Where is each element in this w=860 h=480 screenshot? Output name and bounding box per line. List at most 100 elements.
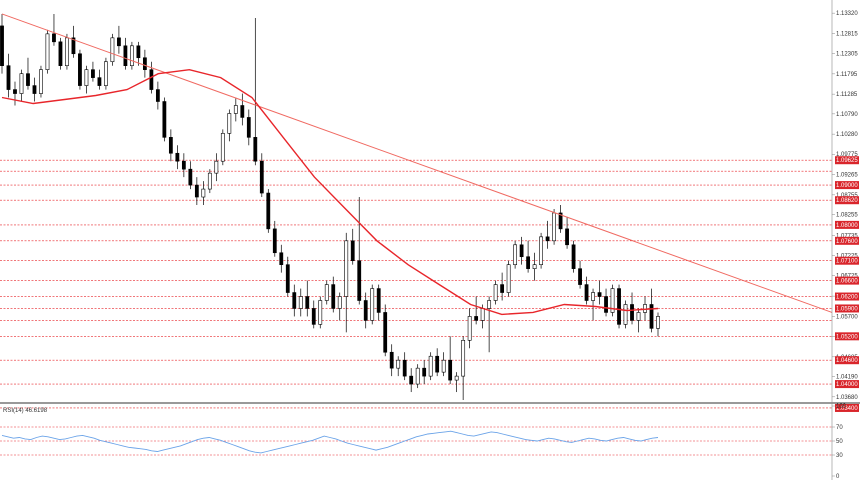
candle-body — [233, 105, 238, 114]
price-tick-label: 1.05700 — [836, 314, 858, 320]
price-tick-label: 1.07735 — [836, 233, 858, 239]
level-price-label: 1.07100 — [836, 259, 858, 265]
candle-body — [383, 312, 388, 353]
candle-body — [253, 137, 258, 162]
candle-body — [409, 375, 414, 385]
candle-body — [58, 41, 63, 66]
level-price-tag — [835, 380, 859, 389]
candle-body — [123, 45, 128, 66]
price-tick-label: 1.12815 — [836, 31, 858, 37]
candle-body — [389, 351, 394, 369]
candle-body — [130, 45, 134, 66]
level-price-label: 1.05200 — [836, 334, 858, 340]
candle-body — [207, 172, 212, 190]
candle-body — [298, 296, 303, 309]
candle-body — [630, 304, 634, 321]
candle-body — [65, 37, 69, 66]
level-price-label: 1.05900 — [836, 306, 858, 312]
candle-body — [519, 244, 524, 258]
candle-body — [19, 73, 24, 94]
price-tick-label: 1.08255 — [836, 213, 858, 219]
candle-body — [513, 244, 518, 265]
candle-body — [493, 284, 498, 301]
price-tick-label: 1.10280 — [836, 132, 858, 138]
support-resistance-levels — [0, 159, 832, 409]
candle-body — [435, 355, 440, 373]
level-price-label: 1.04000 — [836, 382, 858, 388]
price-tick-label: 1.12305 — [836, 52, 858, 58]
level-price-label: 1.09000 — [836, 183, 858, 189]
moving-average-line — [1, 68, 659, 316]
candle-body — [402, 359, 407, 377]
candle-body — [448, 359, 453, 381]
candle-body — [396, 359, 401, 369]
rsi-line — [1, 430, 659, 454]
rsi-levels — [0, 426, 832, 456]
candle-body — [292, 292, 297, 309]
candle-body — [487, 300, 492, 309]
candle-body — [52, 33, 56, 43]
descending-trendline — [1, 13, 833, 313]
candle-body — [311, 308, 316, 325]
candle-body — [454, 375, 459, 381]
level-price-label: 1.07600 — [836, 239, 858, 245]
candle-body — [136, 45, 141, 59]
candle-body — [422, 367, 427, 377]
candle-body — [558, 212, 563, 230]
candle-body — [84, 69, 89, 86]
candle-body — [305, 296, 310, 309]
level-price-label: 1.04600 — [836, 358, 858, 364]
candle-body — [246, 117, 251, 138]
level-price-tag — [835, 156, 859, 165]
candle-body — [78, 53, 82, 86]
candle-body — [13, 89, 17, 94]
candle-body — [227, 113, 232, 134]
candle-body — [318, 300, 323, 325]
candle-body — [636, 312, 641, 321]
candle-body — [597, 292, 602, 297]
price-axis: 1.13320 1.12815 1.12305 1.11795 1.11285 1.107… — [832, 11, 859, 412]
candlesticks — [0, 13, 660, 400]
candle-body — [91, 69, 95, 78]
candle-body — [32, 85, 37, 94]
candle-body — [578, 268, 582, 285]
candle-body — [415, 367, 420, 385]
price-tick-label: 1.13320 — [836, 11, 858, 17]
candle-body — [571, 244, 576, 269]
candle-body — [506, 264, 511, 293]
candle-body — [337, 296, 342, 309]
candle-body — [240, 105, 245, 118]
level-price-tag — [835, 403, 859, 412]
candle-body — [363, 300, 368, 321]
candle-body — [344, 240, 349, 297]
rsi-tick-label: 50 — [836, 439, 843, 445]
price-tick-label: 1.04190 — [836, 375, 858, 381]
level-price-tag — [835, 276, 859, 285]
candle-body — [6, 65, 11, 90]
candle-body — [552, 212, 556, 242]
candle-body — [39, 69, 43, 94]
candle-body — [71, 37, 76, 55]
candle-body — [461, 340, 466, 377]
level-price-label: 1.03400 — [836, 406, 858, 412]
candle-body — [45, 33, 50, 70]
candle-body — [285, 264, 290, 293]
rsi-tick-label: 0 — [836, 474, 840, 480]
candle-body — [117, 37, 121, 47]
rsi-tick-label: 70 — [836, 425, 843, 431]
candle-body — [149, 69, 154, 90]
candle-body — [357, 260, 362, 301]
candle-body — [188, 168, 193, 186]
candle-body — [610, 288, 615, 313]
price-tick-label: 1.08755 — [836, 193, 858, 199]
rsi-axis: 100 70 50 30 0 — [832, 404, 847, 480]
candle-body — [526, 256, 530, 269]
candle-body — [643, 304, 647, 313]
candle-body — [220, 133, 225, 162]
candle-body — [214, 160, 219, 174]
candle-body — [331, 284, 336, 309]
candle-body — [428, 355, 433, 377]
candle-body — [617, 288, 621, 325]
price-tick-label: 1.11795 — [836, 72, 858, 78]
